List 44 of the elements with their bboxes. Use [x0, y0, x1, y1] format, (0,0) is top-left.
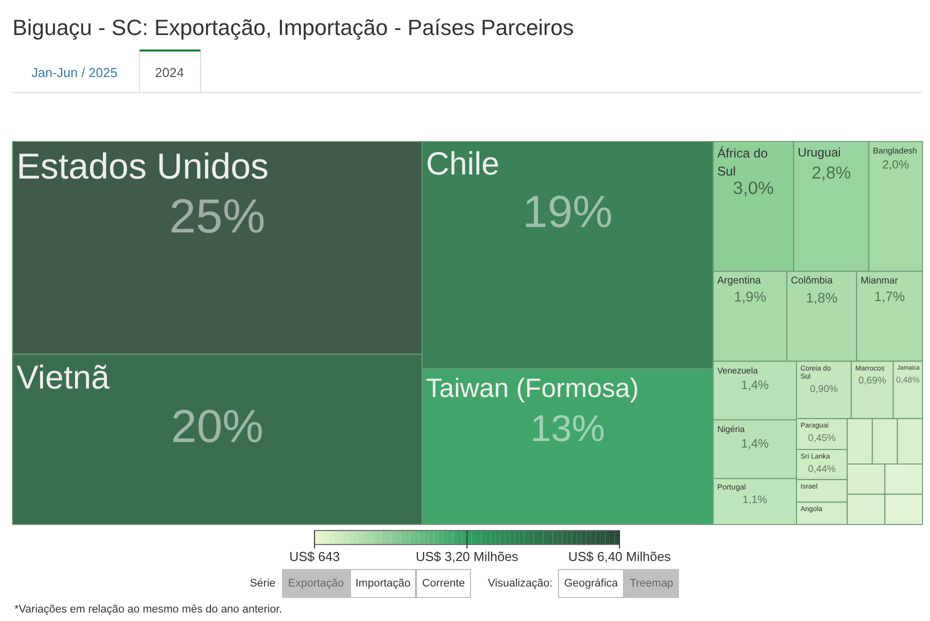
data-label: 20%	[171, 400, 264, 452]
data-label: 2,0%	[882, 158, 910, 172]
data-label: 0,48%	[896, 374, 920, 385]
data-label: 19%	[522, 186, 613, 238]
data-label: 0,45%	[808, 432, 836, 444]
data-label: 0,69%	[858, 376, 886, 387]
data-label: 2,8%	[812, 162, 851, 182]
data-label: 1,4%	[740, 436, 769, 450]
category-label: Argentina	[717, 275, 762, 286]
text: US$ 6,40 Milhões	[568, 549, 672, 564]
text: US$ 643	[289, 549, 340, 564]
text: Jan-Jun / 2025	[32, 65, 118, 80]
text: Corrente	[422, 578, 465, 590]
text: Biguaçu - SC: Exportação, Importação - Países Parceiros	[12, 15, 574, 40]
category-label: Vietnã	[16, 358, 110, 396]
category-label: Chile	[426, 146, 500, 182]
category-label: Venezuela	[717, 365, 758, 376]
category-label: Mianmar	[860, 275, 899, 286]
data-label: 0,44%	[808, 464, 836, 475]
category-label: Bangladesh	[872, 146, 918, 156]
text: *Variações em relação ao mesmo mês do ano anterior.	[14, 604, 282, 616]
data-label: 1,1%	[742, 494, 768, 506]
text: Visualização:	[488, 578, 553, 590]
data-label: 13%	[530, 406, 605, 449]
data-label: 1,9%	[734, 290, 767, 306]
data-label: 25%	[169, 190, 266, 244]
category-label: Estados Unidos	[16, 146, 269, 186]
text: 2024	[155, 65, 184, 80]
text: Importação	[355, 578, 411, 590]
text: Exportação	[288, 578, 344, 590]
data-label: 1,7%	[874, 288, 905, 304]
data-label: 3,0%	[733, 178, 774, 198]
text: Geográfica	[564, 578, 619, 590]
category-label: África do Sul	[717, 146, 768, 178]
category-label: Nigéria	[717, 424, 745, 434]
data-label: 1,4%	[740, 378, 769, 392]
data-label: 1,8%	[806, 289, 838, 306]
data-label: 0,90%	[810, 384, 838, 396]
text: US$ 3,20 Milhões	[416, 549, 519, 564]
text: Série	[250, 578, 276, 590]
text: Treemap	[630, 578, 674, 590]
category-label: Uruguai	[798, 146, 841, 160]
category-label: Colômbia	[790, 275, 834, 286]
category-label: Taiwan (Formosa)	[426, 372, 639, 403]
